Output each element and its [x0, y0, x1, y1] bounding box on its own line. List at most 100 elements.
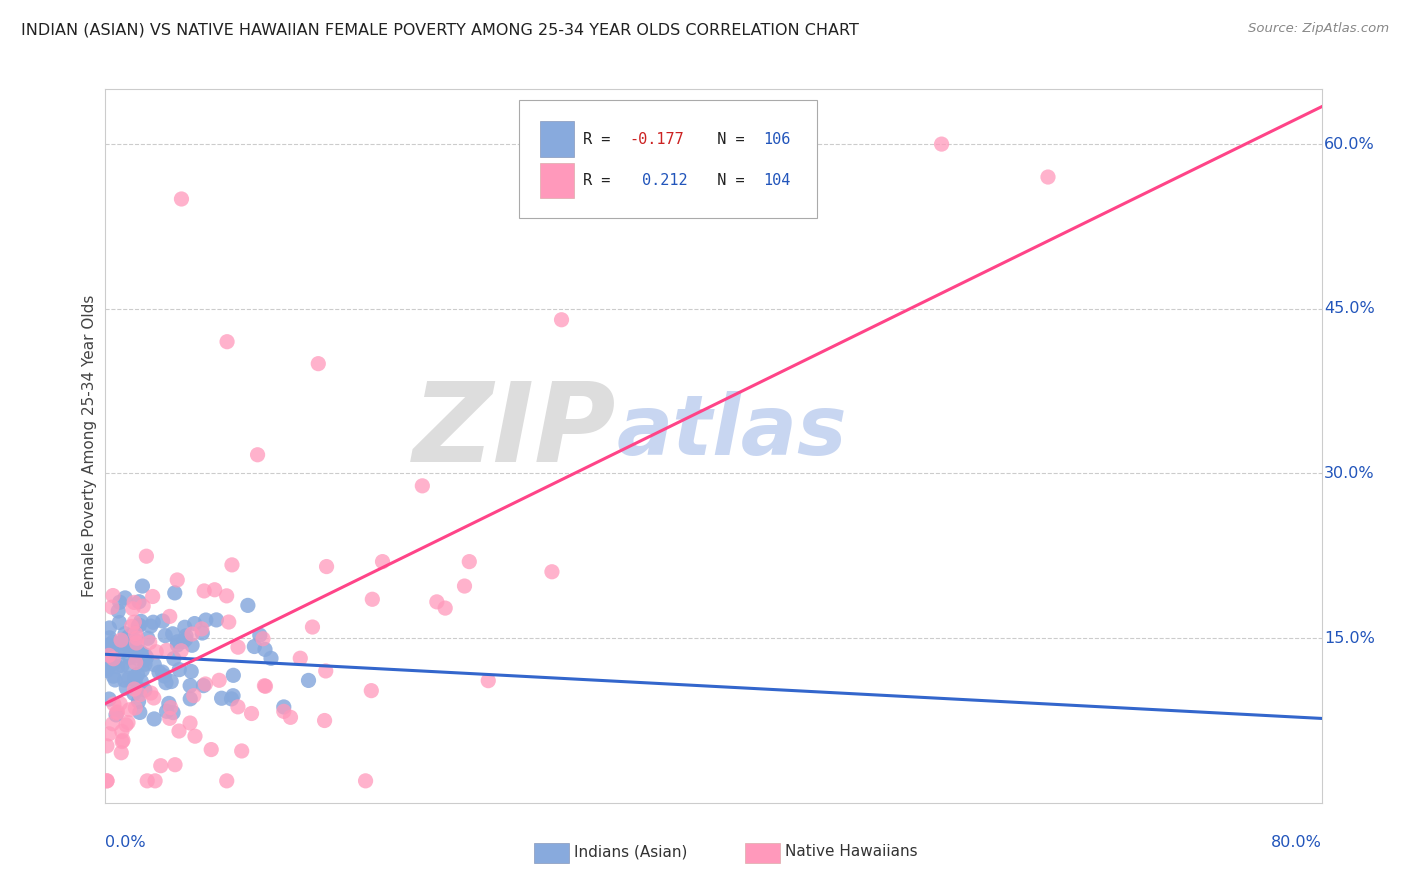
- Point: [134, 657, 156, 672]
- Point: [118, 703, 141, 717]
- Point: [103, 697, 125, 711]
- Point: [260, 651, 283, 665]
- Point: [107, 604, 129, 618]
- Point: [155, 675, 177, 690]
- Point: [136, 632, 159, 646]
- Point: [243, 640, 266, 654]
- Point: [148, 665, 170, 680]
- Point: [149, 758, 172, 772]
- Point: [96, 773, 118, 788]
- Point: [115, 681, 138, 695]
- Point: [139, 686, 162, 700]
- Point: [98, 727, 121, 741]
- Point: [143, 773, 166, 788]
- Point: [142, 690, 165, 705]
- Point: [222, 689, 245, 703]
- Text: atlas: atlas: [616, 392, 846, 472]
- Text: R =: R =: [583, 132, 620, 146]
- Point: [211, 691, 233, 706]
- Point: [121, 619, 143, 633]
- Point: [159, 711, 181, 725]
- Point: [153, 669, 176, 683]
- Point: [138, 635, 160, 649]
- Point: [118, 671, 141, 685]
- Point: [217, 334, 239, 349]
- Point: [120, 641, 142, 656]
- Point: [127, 681, 149, 696]
- Y-axis label: Female Poverty Among 25-34 Year Olds: Female Poverty Among 25-34 Year Olds: [82, 295, 97, 597]
- Point: [163, 757, 186, 772]
- Point: [129, 615, 152, 629]
- Point: [155, 704, 177, 718]
- Point: [124, 656, 146, 670]
- Point: [142, 590, 165, 604]
- Point: [221, 691, 243, 706]
- Text: -0.177: -0.177: [630, 132, 685, 146]
- Text: Native Hawaiians: Native Hawaiians: [785, 845, 917, 859]
- Point: [218, 615, 240, 629]
- Text: Source: ZipAtlas.com: Source: ZipAtlas.com: [1249, 22, 1389, 36]
- Point: [550, 312, 572, 326]
- Point: [128, 595, 150, 609]
- Point: [114, 626, 136, 640]
- Point: [477, 673, 499, 688]
- Text: 80.0%: 80.0%: [1271, 835, 1322, 850]
- FancyBboxPatch shape: [519, 100, 817, 218]
- Text: 15.0%: 15.0%: [1324, 631, 1375, 646]
- Point: [124, 633, 146, 648]
- Point: [136, 773, 159, 788]
- Point: [194, 613, 217, 627]
- Point: [174, 632, 197, 647]
- Point: [97, 639, 120, 653]
- Point: [104, 673, 127, 687]
- Point: [114, 591, 136, 605]
- Point: [110, 633, 132, 648]
- Point: [273, 700, 295, 714]
- Point: [174, 629, 197, 643]
- Point: [131, 579, 153, 593]
- Point: [273, 704, 295, 718]
- Point: [307, 357, 329, 371]
- Point: [290, 651, 312, 665]
- Point: [172, 634, 194, 648]
- Point: [128, 694, 150, 708]
- Point: [103, 652, 125, 666]
- Point: [541, 565, 564, 579]
- Point: [231, 744, 253, 758]
- Point: [96, 739, 118, 753]
- Bar: [540, 162, 574, 198]
- Point: [124, 673, 146, 688]
- Point: [254, 679, 277, 693]
- Point: [159, 609, 181, 624]
- Point: [122, 646, 145, 660]
- Point: [117, 715, 139, 730]
- Point: [253, 642, 276, 657]
- Point: [98, 621, 121, 635]
- Point: [129, 688, 152, 702]
- Point: [96, 664, 118, 678]
- Point: [124, 701, 146, 715]
- Point: [249, 628, 271, 642]
- Point: [98, 640, 121, 654]
- Point: [122, 642, 145, 657]
- Point: [193, 583, 215, 598]
- Text: 104: 104: [763, 173, 790, 188]
- Point: [160, 674, 183, 689]
- Point: [166, 573, 188, 587]
- Point: [226, 640, 249, 655]
- Point: [142, 615, 165, 630]
- Point: [240, 706, 263, 721]
- Point: [124, 626, 146, 640]
- Point: [108, 615, 131, 630]
- Text: 30.0%: 30.0%: [1324, 466, 1375, 481]
- Point: [134, 648, 156, 662]
- Point: [101, 600, 124, 615]
- Point: [931, 137, 953, 152]
- Point: [117, 659, 139, 673]
- Point: [135, 650, 157, 665]
- Point: [1036, 169, 1059, 184]
- Point: [215, 589, 238, 603]
- Point: [122, 595, 145, 609]
- Point: [103, 669, 125, 683]
- Point: [204, 582, 226, 597]
